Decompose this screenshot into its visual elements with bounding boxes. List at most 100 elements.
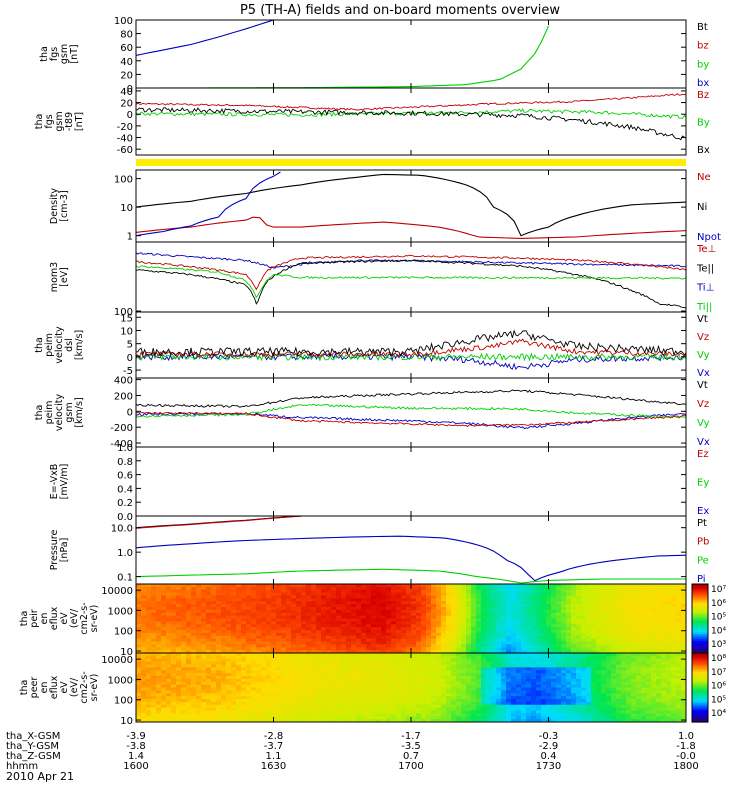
spectrogram-cell (551, 618, 557, 622)
spectrogram-cell (541, 690, 547, 694)
spectrogram-cell (166, 690, 172, 694)
spectrogram-cell (506, 586, 512, 591)
spectrogram-cell (166, 621, 172, 625)
spectrogram-cell (261, 624, 267, 628)
spectrogram-cell (366, 644, 372, 648)
spectrogram-cell (271, 604, 277, 608)
spectrogram-cell (341, 664, 347, 668)
spectrogram-cell (156, 627, 162, 631)
spectrogram-cell (191, 601, 197, 605)
spectrogram-cell (601, 647, 607, 651)
spectrogram-cell (681, 621, 686, 625)
spectrogram-cell (306, 676, 312, 680)
spectrogram-cell (496, 621, 502, 625)
spectrogram-cell (646, 624, 652, 628)
spectrogram-cell (436, 641, 442, 645)
spectrogram-cell (446, 704, 452, 709)
spectrogram-cell (211, 673, 217, 677)
spectrogram-cell (461, 684, 467, 689)
spectrogram-cell (311, 618, 317, 622)
spectrogram-cell (391, 632, 397, 637)
spectrogram-cell (226, 644, 232, 648)
spectrogram-cell (241, 653, 247, 657)
spectrogram-cell (356, 701, 362, 706)
spectrogram-cell (171, 719, 177, 722)
spectrogram-cell (321, 604, 327, 608)
spectrogram-cell (281, 719, 287, 722)
spectrogram-cell (521, 661, 527, 666)
spectrogram-cell (346, 690, 352, 694)
spectrogram-cell (276, 690, 282, 694)
spectrogram-cell (506, 713, 512, 717)
spectrogram-cell (611, 624, 617, 628)
spectrogram-cell (136, 641, 142, 645)
spectrogram-cell (346, 618, 352, 622)
spectrogram-cell (141, 716, 147, 720)
spectrogram-cell (596, 638, 602, 643)
spectrogram-cell (301, 716, 307, 720)
spectrogram-cell (676, 647, 682, 651)
spectrogram-cell (341, 601, 347, 605)
series-line-1 (136, 216, 686, 239)
spectrogram-cell (161, 604, 167, 608)
spectrogram-cell (541, 604, 547, 608)
spectrogram-cell (681, 630, 686, 634)
spectrogram-cell (626, 604, 632, 608)
spectrogram-cell (476, 586, 482, 591)
spectrogram-cell (386, 627, 392, 631)
spectrogram-cell (656, 624, 662, 628)
spectrogram-cell (211, 699, 217, 703)
spectrogram-cell (631, 644, 637, 648)
spectrogram-cell (611, 584, 617, 588)
spectrogram-cell (446, 667, 452, 671)
spectrogram-cell (421, 632, 427, 637)
spectrogram-cell (276, 592, 282, 597)
spectrogram-cell (186, 618, 192, 622)
spectrogram-cell (451, 710, 457, 714)
spectrogram-cell (336, 655, 342, 660)
spectrogram-cell (541, 661, 547, 666)
spectrogram-cell (191, 673, 197, 677)
spectrogram-cell (336, 690, 342, 694)
spectrogram-cell (636, 612, 642, 617)
spectrogram-cell (486, 632, 492, 637)
spectrogram-cell (371, 632, 377, 637)
spectrogram-cell (391, 696, 397, 700)
spectrogram-cell (281, 641, 287, 645)
spectrogram-cell (211, 598, 217, 602)
spectrogram-cell (491, 716, 497, 720)
spectrogram-cell (606, 595, 612, 599)
spectrogram-cell (446, 586, 452, 591)
spectrogram-cell (431, 618, 437, 622)
spectrogram-cell (461, 632, 467, 637)
spectrogram-cell (216, 655, 222, 660)
spectrogram-cell (571, 598, 577, 602)
spectrogram-cell (141, 630, 147, 634)
spectrogram-cell (296, 693, 302, 697)
spectrogram-cell (456, 664, 462, 668)
spectrogram-cell (311, 638, 317, 643)
spectrogram-cell (266, 681, 272, 686)
spectrogram-cell (291, 710, 297, 714)
spectrogram-cell (171, 609, 177, 614)
spectrogram-cell (446, 595, 452, 599)
spectrogram-cell (546, 609, 552, 614)
spectrogram-cell (201, 604, 207, 608)
spectrogram-cell (246, 667, 252, 671)
spectrogram-cell (196, 693, 202, 697)
spectrogram-cell (371, 595, 377, 599)
spectrogram-cell (396, 621, 402, 625)
spectrogram-cell (531, 673, 537, 677)
spectrogram-cell (211, 644, 217, 648)
spectrogram-cell (271, 638, 277, 643)
spectrogram-cell (251, 635, 257, 640)
spectrogram-cell (431, 670, 437, 674)
spectrogram-cell (451, 607, 457, 611)
spectrogram-cell (181, 632, 187, 637)
spectrogram-cell (381, 589, 387, 594)
series-line-0 (136, 93, 686, 111)
colorbar-segment (692, 601, 708, 604)
spectrogram-cell (546, 664, 552, 668)
spectrogram-cell (421, 664, 427, 668)
